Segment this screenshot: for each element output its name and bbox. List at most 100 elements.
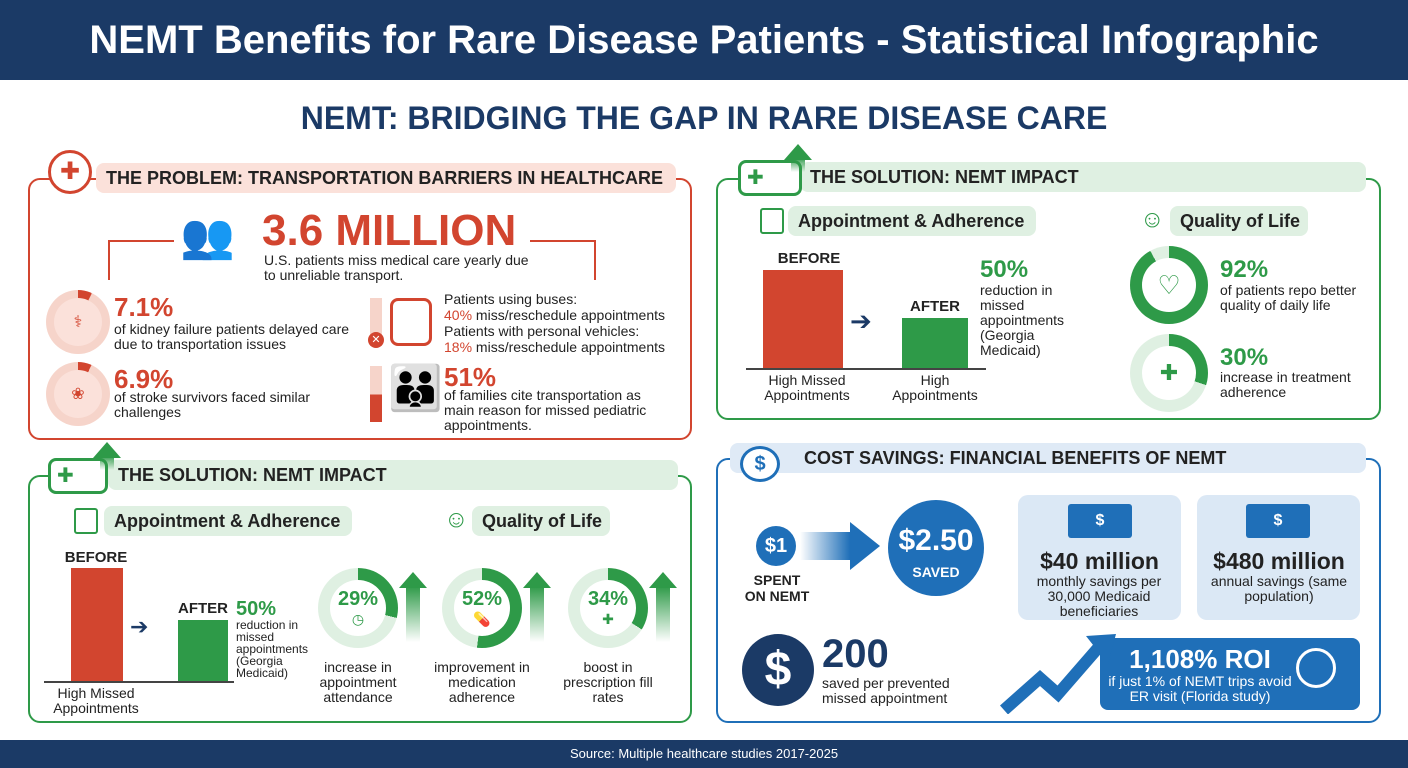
cost-title-text: COST SAVINGS: FINANCIAL BENEFITS OF NEMT xyxy=(804,448,1227,468)
solution-right-title-text: THE SOLUTION: NEMT IMPACT xyxy=(810,167,1079,187)
families-desc: of families cite transportation as main … xyxy=(444,387,647,433)
bus-rest2: miss/reschedule appointments xyxy=(472,339,666,355)
per-appt-value: 200 xyxy=(822,632,889,676)
solution-left-title: THE SOLUTION: NEMT IMPACT xyxy=(108,460,678,490)
saved-circle: $2.50 SAVED xyxy=(888,500,984,596)
roi-value: 1,108% ROI xyxy=(1129,644,1271,674)
after-label-right: AFTER xyxy=(910,298,960,315)
after-bar-left xyxy=(178,620,228,681)
qol-title-left: Quality of Life xyxy=(472,506,610,536)
bus-pct2: 18% xyxy=(444,339,473,355)
up-arrow-icon xyxy=(784,144,812,172)
family-icon: 👪 xyxy=(388,364,443,413)
spent-label: SPENT ON NEMT xyxy=(744,572,810,604)
problem-title-text: THE PROBLEM: TRANSPORTATION BARRIERS IN … xyxy=(106,168,663,188)
reduction-left: 50% xyxy=(236,598,277,620)
clock-icon: ◷ xyxy=(351,611,365,627)
medicine-bottle-icon: ✚ xyxy=(1142,346,1196,400)
baseline-right xyxy=(746,368,986,370)
annual-value: $480 million xyxy=(1213,548,1345,574)
bus-pct1: 40% xyxy=(444,307,473,323)
after-bar-right xyxy=(902,318,968,368)
kidney-icon: ⚕ xyxy=(54,298,102,346)
bus-line2: Patients with personal vehicles: xyxy=(444,323,640,339)
saved-label: SAVED xyxy=(912,564,960,580)
ring-value: 52% xyxy=(461,588,503,610)
cost-title: COST SAVINGS: FINANCIAL BENEFITS OF NEMT xyxy=(730,443,1366,473)
first-aid-kit-icon: ✚ xyxy=(602,611,614,627)
progress-ring-0: 29% ◷ xyxy=(318,568,398,648)
before-bar-left xyxy=(71,568,123,681)
monthly-value: $40 million xyxy=(1040,548,1159,574)
header-title: NEMT Benefits for Rare Disease Patients … xyxy=(0,0,1408,80)
before-bar-right xyxy=(763,270,843,368)
up-arrow-icon xyxy=(523,572,551,642)
before-label-right: BEFORE xyxy=(777,250,841,267)
ambulance-icon: ✚ xyxy=(48,458,108,494)
kidney-ring: ⚕ xyxy=(46,290,110,354)
magnifier-icon xyxy=(1296,648,1336,688)
monthly-desc: monthly savings per 30,000 Medicaid bene… xyxy=(1036,573,1162,619)
calendar-icon xyxy=(74,508,98,534)
spent-value: $1 xyxy=(764,535,788,557)
before-label-left: BEFORE xyxy=(64,549,128,566)
reduction-right: 50% xyxy=(980,256,1029,283)
kidney-value: 7.1% xyxy=(114,292,174,322)
families-value: 51% xyxy=(444,362,497,392)
bus-icon xyxy=(390,298,432,346)
people-question-icon: 👥 xyxy=(180,212,235,261)
after-label-left: AFTER xyxy=(178,600,228,617)
bus-line1: Patients using buses: xyxy=(444,291,578,307)
person-icon: ☺ xyxy=(1140,206,1165,233)
heart-check-icon: ♡ xyxy=(1142,258,1196,312)
banknote-icon: $ xyxy=(1068,504,1132,538)
qol-title-right: Quality of Life xyxy=(1170,206,1308,236)
after-axis-label-right: High Appointments xyxy=(892,372,978,403)
annual-desc: annual savings (same population) xyxy=(1210,573,1348,604)
ring-desc: increase in appointment attendance xyxy=(319,659,397,705)
brain-icon: ❀ xyxy=(54,370,102,418)
headline-number: 3.6 MILLION xyxy=(262,206,517,255)
trend-arrow-icon xyxy=(1000,634,1116,714)
appt-title-left: Appointment & Adherence xyxy=(104,506,352,536)
stroke-desc: of stroke survivors faced similar challe… xyxy=(114,389,311,420)
stroke-value: 6.9% xyxy=(114,364,174,394)
pill-icon: 💊 xyxy=(473,611,491,627)
reduction-desc-left: reduction in missed appointments (Georgi… xyxy=(236,618,309,680)
per-appt-desc: saved per prevented missed appointment xyxy=(822,675,950,706)
left-arrow-line xyxy=(108,240,174,280)
problem-title: THE PROBLEM: TRANSPORTATION BARRIERS IN … xyxy=(96,163,676,193)
arrow-right-icon: ➔ xyxy=(850,306,872,336)
solution-left-title-text: THE SOLUTION: NEMT IMPACT xyxy=(118,465,387,485)
baseline-left xyxy=(44,681,234,683)
arrow-head xyxy=(850,522,880,570)
one-dollar-circle: $1 xyxy=(756,526,796,566)
stroke-ring: ❀ xyxy=(46,362,110,426)
qol-value-0: 92% xyxy=(1220,256,1269,283)
footer-source: Source: Multiple healthcare studies 2017… xyxy=(0,740,1408,768)
headline-desc: U.S. patients miss medical care yearly d… xyxy=(264,252,529,283)
saved-value: $2.50 xyxy=(898,524,974,557)
up-arrow-icon xyxy=(649,572,677,642)
qol-ring-92: ♡ xyxy=(1130,246,1208,324)
bus-line1b: 40% miss/reschedule appointments xyxy=(444,307,689,323)
banknote-icon: $ xyxy=(1246,504,1310,538)
bus-line2b: 18% miss/reschedule appointments xyxy=(444,339,689,355)
family-gauge xyxy=(370,366,382,422)
progress-ring-2: 34% ✚ xyxy=(568,568,648,648)
reduction-desc-right: reduction in missed appointments (Georgi… xyxy=(980,282,1065,358)
bus-rest1: miss/reschedule appointments xyxy=(472,307,666,323)
kidney-desc: of kidney failure patients delayed care … xyxy=(114,321,350,352)
ring-desc: improvement in medication adherence xyxy=(434,659,530,705)
up-arrow-icon xyxy=(93,442,121,470)
qol-ring-30: ✚ xyxy=(1130,334,1208,412)
arrow-right-icon: ➔ xyxy=(130,614,149,639)
calendar-icon xyxy=(760,208,784,234)
coins-icon: $ xyxy=(740,446,780,482)
bus-text: Patients using buses: 40% miss/reschedul… xyxy=(444,291,689,355)
ring-value: 29% xyxy=(337,588,379,610)
qol-value-1: 30% xyxy=(1220,344,1269,371)
dollar-icon: $ xyxy=(742,634,814,706)
qol-desc-0: of patients repo better quality of daily… xyxy=(1220,282,1357,313)
before-axis-label-left: High Missed Appointments xyxy=(53,685,139,716)
